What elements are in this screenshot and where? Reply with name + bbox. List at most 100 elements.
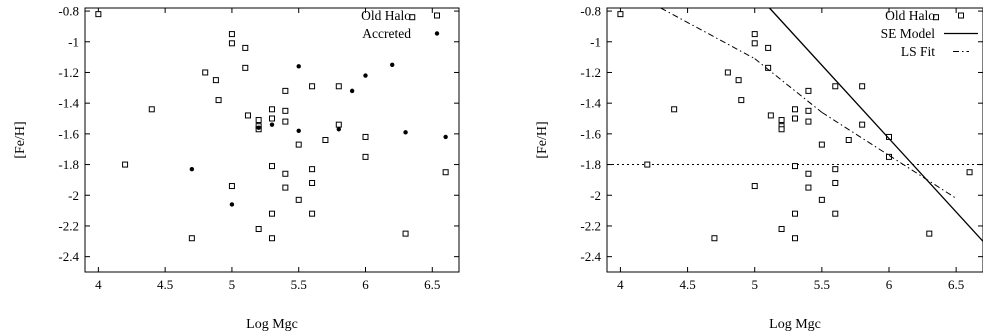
data-point-square bbox=[644, 161, 651, 168]
data-point-square bbox=[751, 183, 758, 190]
series-old-halo bbox=[95, 11, 449, 242]
data-point-square bbox=[724, 69, 731, 76]
series-accreted bbox=[189, 62, 448, 207]
data-point-circle bbox=[296, 128, 301, 133]
y-tick-label: -1.4 bbox=[580, 96, 601, 111]
legend-square-icon bbox=[958, 12, 964, 19]
data-point-circle bbox=[443, 134, 448, 140]
y-tick-label: -2.4 bbox=[58, 249, 79, 264]
data-point-square bbox=[282, 170, 289, 177]
data-point-square bbox=[228, 31, 235, 38]
data-point-square bbox=[148, 106, 155, 113]
data-point-square bbox=[778, 117, 785, 124]
data-point-square bbox=[805, 170, 812, 177]
data-point-square bbox=[322, 137, 329, 143]
data-point-square bbox=[765, 44, 772, 51]
legend-label: Old Halo bbox=[885, 8, 935, 23]
data-point-circle bbox=[363, 73, 368, 78]
data-point-square bbox=[362, 153, 369, 160]
y-tick-label: -1 bbox=[68, 34, 79, 49]
data-point-square bbox=[792, 235, 798, 242]
y-tick-label: -1.2 bbox=[580, 65, 601, 80]
legend-label: SE Model bbox=[881, 26, 936, 41]
data-point-square bbox=[188, 235, 195, 242]
chart-left: 4 4.5 5 5.5 6 6.5 -0.8 -1 -1.2 -1.4 -1.6 -1.8 -2 -2.2… bbox=[13, 4, 460, 332]
data-point-square bbox=[859, 83, 866, 90]
data-point-square bbox=[215, 97, 222, 104]
data-point-circle bbox=[349, 88, 355, 94]
data-point-circle bbox=[296, 64, 301, 69]
series-line-segment bbox=[821, 111, 890, 156]
data-point-square bbox=[832, 83, 839, 90]
data-point-square bbox=[767, 112, 774, 119]
data-point-circle bbox=[390, 62, 395, 67]
data-point-square bbox=[832, 166, 839, 173]
x-tick-label: 6.5 bbox=[424, 277, 440, 292]
y-tick-label: -1 bbox=[590, 34, 601, 49]
series-se-model bbox=[769, 7, 983, 242]
data-point-square bbox=[792, 210, 798, 217]
data-point-square bbox=[805, 87, 812, 94]
data-point-square bbox=[402, 230, 409, 237]
data-point-square bbox=[295, 141, 302, 148]
x-tick-label: 6 bbox=[362, 277, 369, 292]
data-point-square bbox=[933, 14, 939, 21]
data-point-circle bbox=[189, 166, 195, 172]
series-line-segment bbox=[888, 154, 957, 199]
x-axis-title: Log Mgc bbox=[246, 317, 298, 332]
y-tick-label: -2 bbox=[590, 188, 601, 203]
data-point-square bbox=[269, 106, 275, 113]
data-point-square bbox=[778, 226, 785, 233]
x-tick-label: 5 bbox=[751, 277, 758, 292]
data-point-square bbox=[805, 107, 812, 114]
data-point-square bbox=[282, 184, 289, 191]
data-point-square bbox=[805, 118, 812, 125]
x-tick-label: 4.5 bbox=[157, 277, 173, 292]
data-point-square bbox=[212, 77, 219, 84]
data-point-square bbox=[95, 11, 102, 18]
data-point-square bbox=[735, 77, 742, 84]
data-point-square bbox=[442, 169, 449, 176]
data-point-circle bbox=[256, 125, 261, 130]
data-point-square bbox=[202, 69, 209, 76]
data-point-square bbox=[122, 161, 129, 168]
chart-right: 4 4.5 5 5.5 6 6.5 -0.8 -1 -1.2 -1.4 -1.6 -1.8 -2 -2.2… bbox=[535, 4, 983, 332]
data-point-circle bbox=[403, 130, 408, 135]
data-point-square bbox=[859, 121, 866, 128]
x-axis-title: Log Mgc bbox=[769, 317, 821, 332]
data-point-square bbox=[255, 117, 262, 124]
x-tick-label: 4 bbox=[95, 277, 102, 292]
y-tick-label: -2.2 bbox=[580, 218, 601, 233]
series-line-segment bbox=[754, 58, 823, 113]
series-old-halo bbox=[617, 11, 973, 242]
plot-frame bbox=[84, 7, 460, 273]
series-line-segment bbox=[660, 7, 755, 60]
data-point-square bbox=[335, 83, 342, 90]
data-point-square bbox=[282, 107, 289, 114]
series-line-segment bbox=[769, 7, 983, 242]
y-tick-label: -0.8 bbox=[58, 4, 79, 19]
x-tick-label: 5.5 bbox=[291, 277, 307, 292]
y-tick-label: -2 bbox=[68, 188, 79, 203]
x-tick-label: 6.5 bbox=[948, 277, 964, 292]
legend-label: Old Halo bbox=[361, 8, 411, 23]
data-point-square bbox=[792, 163, 798, 170]
y-tick-label: -1.4 bbox=[58, 96, 79, 111]
data-point-square bbox=[362, 133, 369, 140]
data-point-square bbox=[832, 210, 839, 217]
legend-circle-icon bbox=[434, 31, 440, 36]
data-point-square bbox=[792, 115, 798, 122]
data-point-square bbox=[671, 106, 678, 113]
data-point-square bbox=[792, 106, 798, 113]
plot-frame bbox=[606, 7, 983, 273]
data-point-square bbox=[242, 64, 249, 71]
data-point-square bbox=[242, 44, 249, 51]
legend-label: LS Fit bbox=[901, 44, 935, 59]
data-point-square bbox=[228, 183, 235, 190]
x-tick-label: 4 bbox=[617, 277, 624, 292]
y-tick-label: -2.2 bbox=[58, 218, 79, 233]
y-tick-label: -0.8 bbox=[580, 4, 601, 19]
data-point-square bbox=[966, 169, 973, 176]
legend-square-icon bbox=[434, 12, 440, 19]
y-tick-label: -1.6 bbox=[580, 126, 601, 141]
